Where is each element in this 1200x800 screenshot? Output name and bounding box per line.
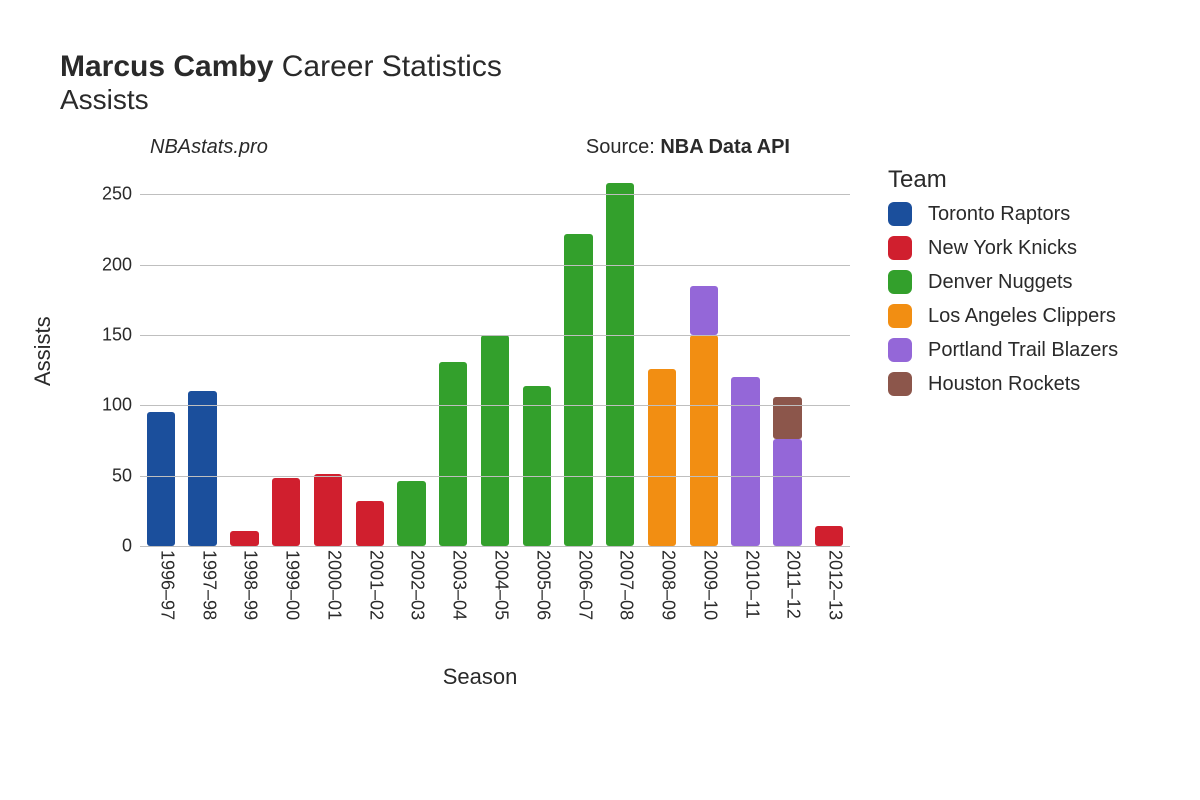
legend-swatch bbox=[888, 338, 912, 362]
x-tick-label: 2007–08 bbox=[616, 550, 637, 620]
x-tick-label: 1996–97 bbox=[156, 550, 177, 620]
x-tick-label: 2009–10 bbox=[699, 550, 720, 620]
x-tick-label: 2010–11 bbox=[741, 550, 762, 619]
source-name: NBA Data API bbox=[660, 136, 790, 158]
y-axis-label: Assists bbox=[30, 316, 56, 386]
title-player: Marcus Camby bbox=[60, 50, 273, 83]
bar-segment bbox=[439, 362, 467, 546]
x-tick-label: 2003–04 bbox=[449, 550, 470, 620]
legend-swatch bbox=[888, 270, 912, 294]
grid-line bbox=[140, 194, 850, 195]
bar-segment bbox=[188, 391, 216, 546]
x-tick-label: 2011–12 bbox=[783, 550, 804, 619]
x-tick-label: 2012–13 bbox=[825, 550, 846, 620]
bar-segment bbox=[397, 481, 425, 546]
legend-label: New York Knicks bbox=[928, 237, 1077, 260]
x-tick-label: 2008–09 bbox=[658, 550, 679, 620]
x-tick-label: 2006–07 bbox=[574, 550, 595, 620]
grid-line bbox=[140, 546, 850, 547]
x-axis-label: Season bbox=[100, 664, 860, 690]
plot-column: NBAstats.pro Source: NBA Data API 050100… bbox=[90, 136, 860, 690]
source-credit: Source: NBA Data API bbox=[586, 136, 790, 159]
y-tick-label: 50 bbox=[90, 465, 132, 486]
legend-label: Denver Nuggets bbox=[928, 271, 1073, 294]
grid-line bbox=[140, 405, 850, 406]
bar-segment bbox=[481, 335, 509, 546]
chart-container: Marcus Camby Career Statistics Assists A… bbox=[0, 0, 1200, 800]
bar-segment bbox=[272, 478, 300, 546]
legend-title: Team bbox=[888, 166, 1118, 194]
legend-item: Los Angeles Clippers bbox=[888, 304, 1118, 328]
legend-label: Portland Trail Blazers bbox=[928, 339, 1118, 362]
grid-line bbox=[140, 476, 850, 477]
bar-segment bbox=[648, 369, 676, 546]
x-tick-label: 2002–03 bbox=[407, 550, 428, 620]
bar-segment bbox=[773, 397, 801, 439]
x-tick-label: 1998–99 bbox=[240, 550, 261, 620]
chart-wrap: Assists NBAstats.pro Source: NBA Data AP… bbox=[40, 136, 1160, 690]
bar-segment bbox=[815, 526, 843, 546]
bar-segment bbox=[690, 286, 718, 335]
x-tick-label: 2004–05 bbox=[491, 550, 512, 620]
x-ticks: 1996–97 1997–98 1998–99 1999–00 2000–01 2001–… bbox=[90, 550, 850, 660]
legend-item: Denver Nuggets bbox=[888, 270, 1118, 294]
legend-label: Los Angeles Clippers bbox=[928, 305, 1116, 328]
x-tick-label: 2000–01 bbox=[323, 550, 344, 620]
x-tick-label: 1997–98 bbox=[198, 550, 219, 620]
bar-segment bbox=[314, 474, 342, 546]
grid-line bbox=[140, 265, 850, 266]
plot-area: 050100150200250 bbox=[90, 166, 850, 546]
y-tick-label: 150 bbox=[90, 324, 132, 345]
bar-segment bbox=[690, 335, 718, 546]
bar-segment bbox=[564, 234, 592, 546]
legend-label: Houston Rockets bbox=[928, 373, 1080, 396]
bar-segment bbox=[606, 183, 634, 546]
legend-item: Houston Rockets bbox=[888, 372, 1118, 396]
y-tick-label: 100 bbox=[90, 395, 132, 416]
legend: Team Toronto Raptors New York Knicks Denve… bbox=[888, 166, 1118, 406]
bar-segment bbox=[230, 531, 258, 546]
legend-swatch bbox=[888, 304, 912, 328]
legend-item: Toronto Raptors bbox=[888, 202, 1118, 226]
legend-label: Toronto Raptors bbox=[928, 203, 1070, 226]
legend-swatch bbox=[888, 372, 912, 396]
title-subtitle: Assists bbox=[60, 84, 1160, 116]
title-rest: Career Statistics bbox=[273, 50, 501, 83]
bar-segment bbox=[147, 412, 175, 546]
bar-segment bbox=[523, 386, 551, 546]
y-tick-label: 200 bbox=[90, 254, 132, 275]
legend-item: New York Knicks bbox=[888, 236, 1118, 260]
bars-layer bbox=[140, 166, 850, 546]
bar-segment bbox=[773, 439, 801, 546]
bar-segment bbox=[731, 377, 759, 546]
x-tick-label: 2001–02 bbox=[365, 550, 386, 620]
source-prefix: Source: bbox=[586, 136, 660, 158]
y-tick-label: 250 bbox=[90, 184, 132, 205]
legend-swatch bbox=[888, 236, 912, 260]
site-watermark: NBAstats.pro bbox=[150, 136, 268, 159]
legend-swatch bbox=[888, 202, 912, 226]
title-line-1: Marcus Camby Career Statistics bbox=[60, 50, 1160, 84]
grid-line bbox=[140, 335, 850, 336]
bar-segment bbox=[356, 501, 384, 546]
x-tick-label: 2005–06 bbox=[532, 550, 553, 620]
legend-item: Portland Trail Blazers bbox=[888, 338, 1118, 362]
x-tick-label: 1999–00 bbox=[282, 550, 303, 620]
title-block: Marcus Camby Career Statistics Assists bbox=[60, 50, 1160, 116]
